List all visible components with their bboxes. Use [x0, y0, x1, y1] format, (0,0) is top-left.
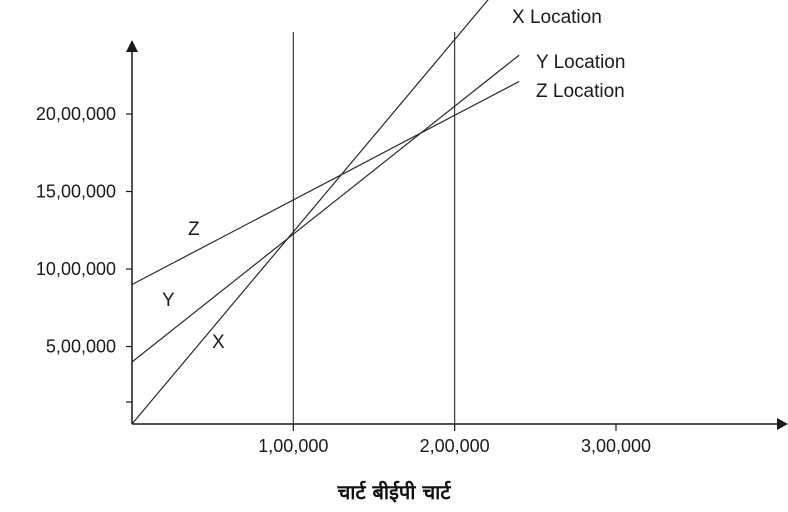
- y-tick-label: 15,00,000: [36, 182, 116, 202]
- x-tick-label: 1,00,000: [258, 436, 328, 456]
- series-label-z: Z: [188, 219, 200, 240]
- end-label-z-location: Z Location: [536, 81, 625, 102]
- y-tick-label: 20,00,000: [36, 104, 116, 124]
- x-axis-arrow-icon: [777, 418, 788, 430]
- x-tick-label: 2,00,000: [420, 436, 490, 456]
- end-label-x-location: X Location: [512, 7, 602, 28]
- series-line-z: [131, 80, 520, 286]
- chart-caption: चार्ट बीईपी चार्ट: [337, 480, 451, 504]
- x-tick-label: 3,00,000: [581, 436, 651, 456]
- series-label-x: X: [212, 332, 225, 353]
- y-tick-label: 5,00,000: [46, 337, 116, 357]
- y-tick-label: 10,00,000: [36, 259, 116, 279]
- series-label-y: Y: [162, 290, 175, 311]
- series-line-y: [131, 54, 520, 363]
- series-line-x: [131, 0, 489, 425]
- end-label-y-location: Y Location: [536, 52, 625, 73]
- bep-chart: 5,00,000 10,00,000 15,00,000 20,00,000 1,00,…: [36, 0, 788, 456]
- y-axis-arrow-icon: [126, 40, 138, 52]
